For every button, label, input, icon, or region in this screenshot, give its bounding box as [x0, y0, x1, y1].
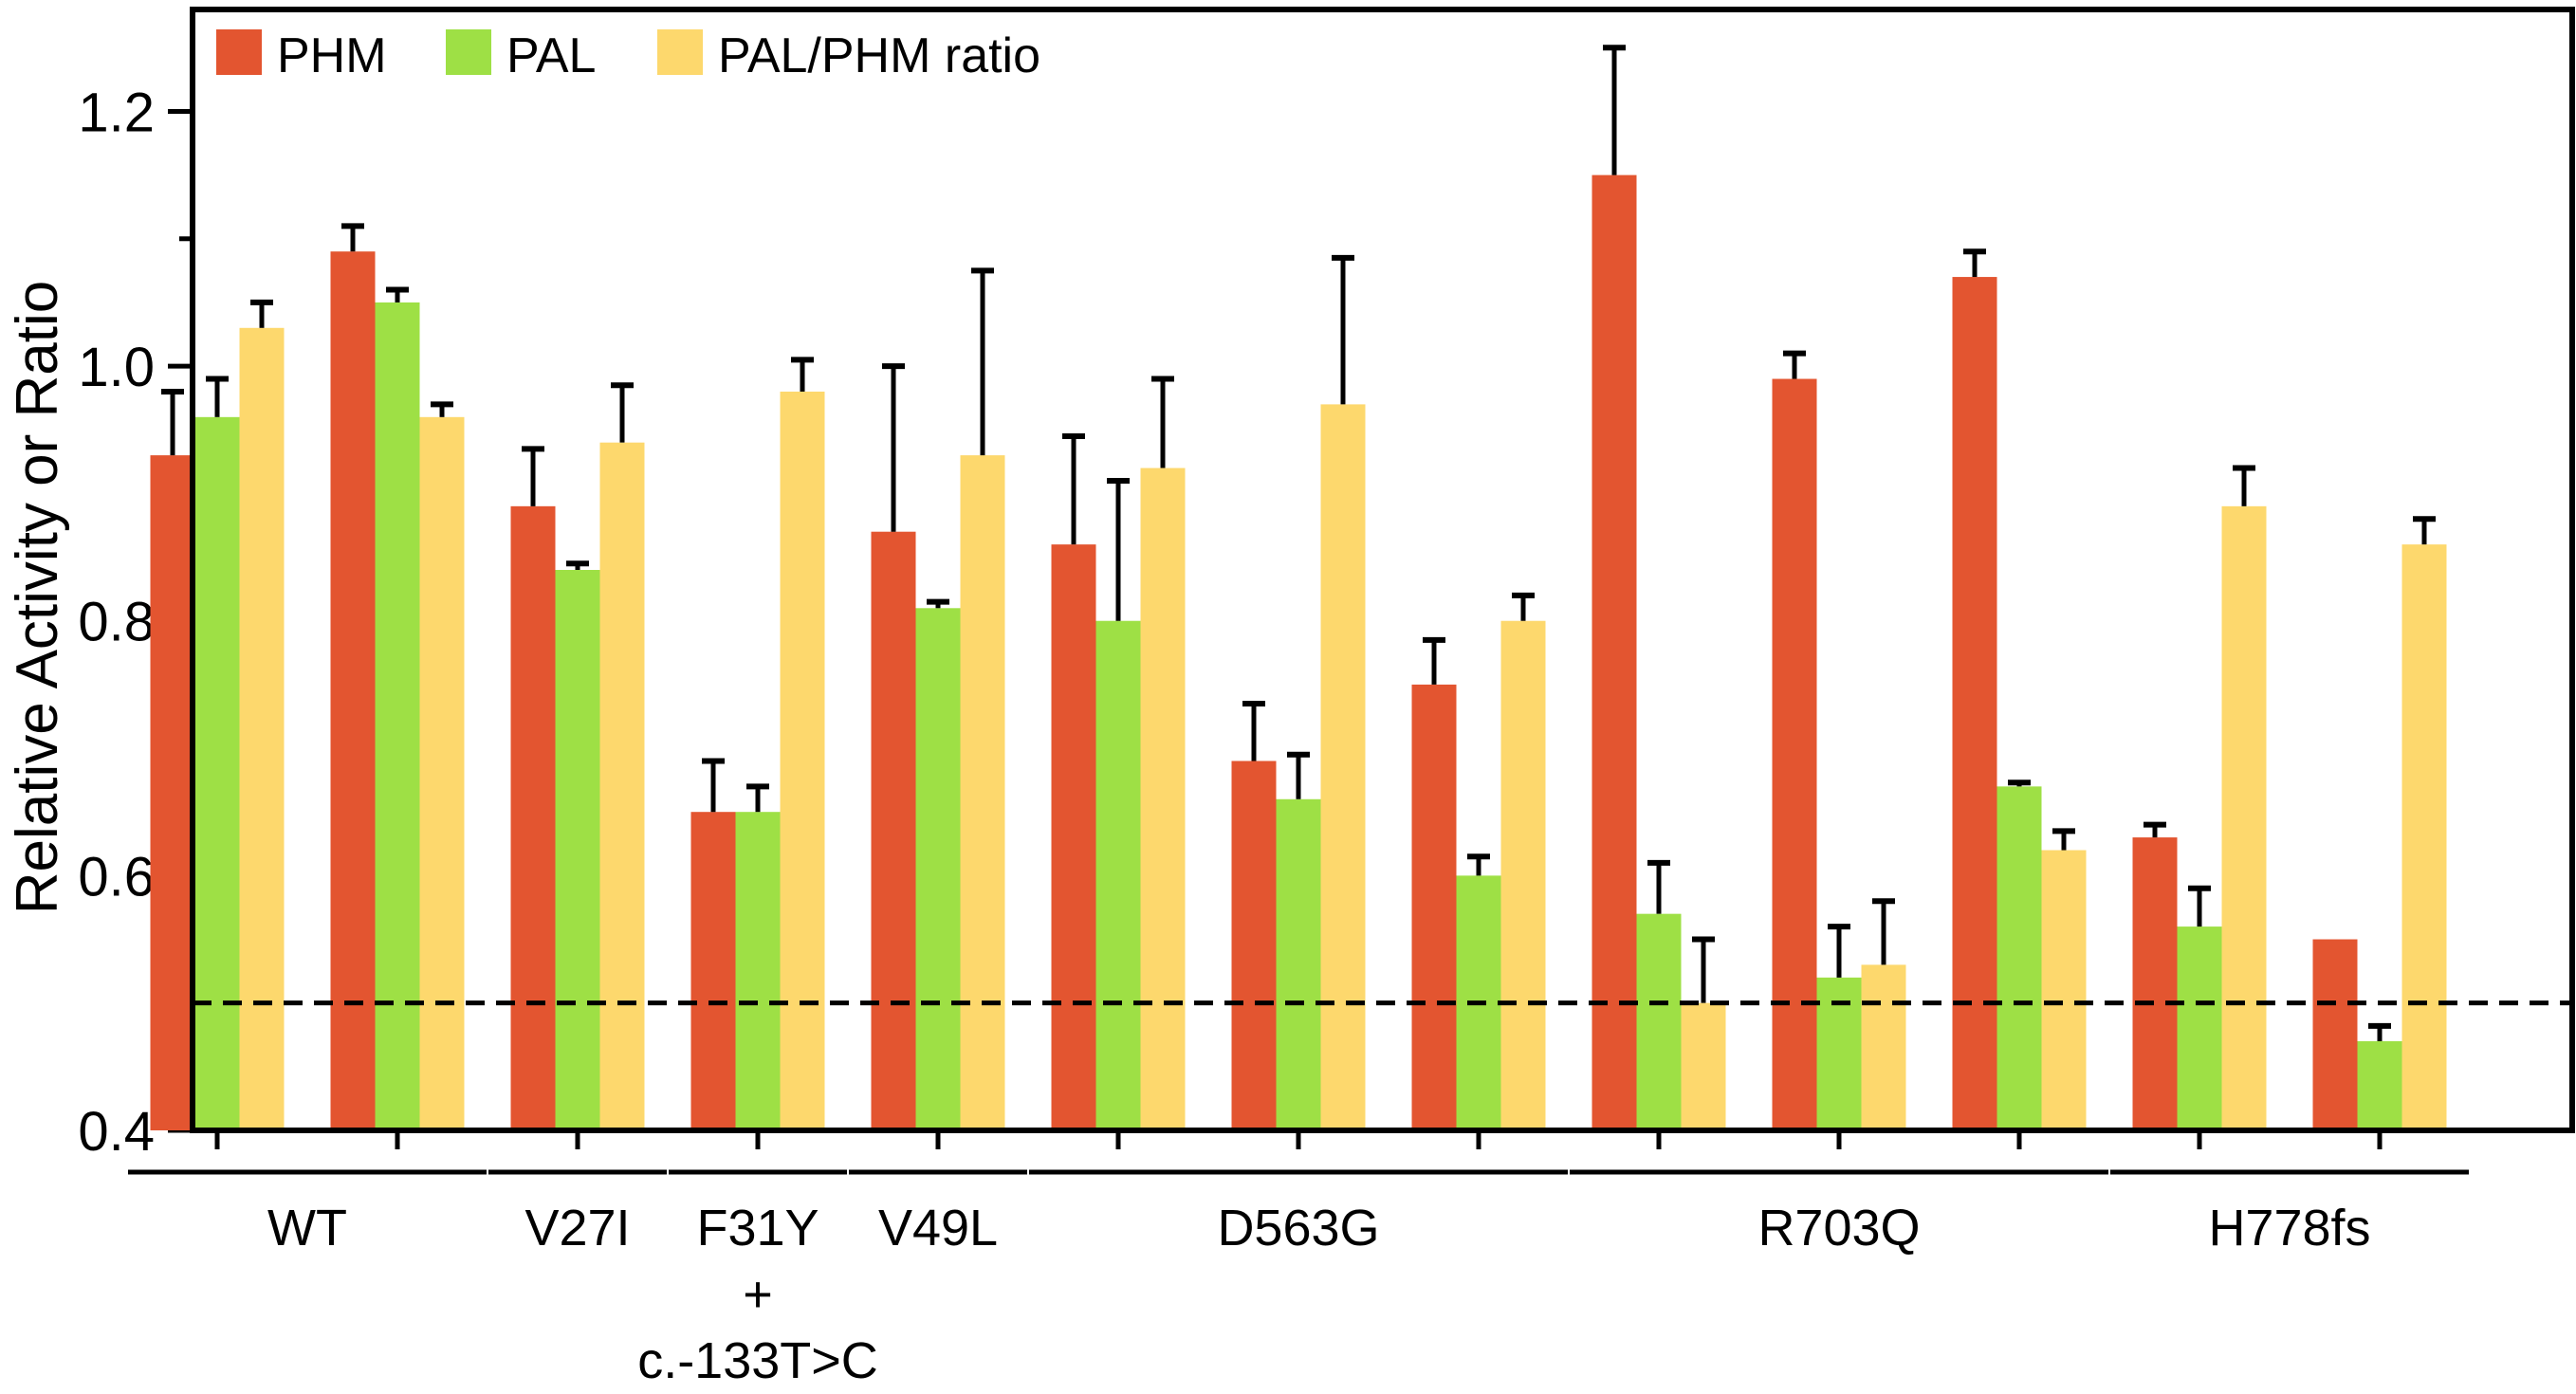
bar-phm: [1592, 174, 1637, 1130]
bar-phm: [1231, 761, 1277, 1130]
bar-pal-phm-ratio: [419, 416, 465, 1130]
bar-pal: [2177, 926, 2222, 1130]
group-label: +: [743, 1266, 773, 1323]
bar-pal: [194, 416, 240, 1130]
bar-phm: [510, 505, 556, 1130]
plot-frame: [190, 7, 2575, 1133]
y-tick-label: 0.8: [78, 592, 155, 653]
y-tick-label: 1.2: [78, 82, 155, 143]
legend-label: PHM: [277, 28, 387, 83]
bar-phm: [330, 251, 376, 1130]
legend: PHM PAL PAL/PHM ratio: [216, 28, 1040, 83]
bar-pal-phm-ratio: [780, 391, 825, 1130]
y-axis-label: Relative Activity or Ratio: [5, 281, 70, 914]
bar-pal: [1996, 786, 2042, 1130]
y-tick-label: 1.0: [78, 337, 155, 398]
bar-pal: [735, 812, 781, 1130]
group-label: H778fs: [2208, 1200, 2370, 1256]
legend-label: PAL/PHM ratio: [718, 28, 1040, 83]
legend-swatch: [657, 29, 703, 75]
bar-phm: [2132, 837, 2178, 1130]
bar-pal-phm-ratio: [1681, 1002, 1726, 1130]
bar-phm: [1952, 277, 1997, 1130]
bar-pal: [1636, 913, 1682, 1130]
bar-pal: [555, 570, 600, 1130]
bar-pal: [375, 302, 420, 1130]
bar-pal-phm-ratio: [960, 455, 1005, 1130]
bar-pal-phm-ratio: [1500, 620, 1546, 1130]
bar-phm: [690, 812, 736, 1130]
y-tick-label: 0.6: [78, 846, 155, 908]
bar-phm: [871, 531, 916, 1130]
bar-pal-phm-ratio: [1320, 404, 1366, 1130]
bar-pal-phm-ratio: [2221, 505, 2267, 1130]
group-label: c.-133T>C: [637, 1332, 878, 1389]
group-label: V49L: [878, 1200, 998, 1256]
bar-phm: [150, 455, 195, 1130]
group-label: F31Y: [696, 1200, 819, 1256]
group-label: V27I: [524, 1200, 630, 1256]
bar-pal: [915, 608, 961, 1130]
y-tick-label: 0.4: [78, 1101, 155, 1163]
bar-pal-phm-ratio: [2041, 850, 2087, 1130]
bar-pal-phm-ratio: [2401, 544, 2447, 1130]
bars: [150, 174, 2447, 1131]
bar-pal: [1095, 620, 1141, 1130]
group-labels: WT V27I F31Y + c.-133T>C V49L D563G R703Q H778fs: [128, 1169, 2469, 1389]
bar-pal: [2357, 1040, 2402, 1130]
bar-phm: [1772, 378, 1817, 1131]
error-bars: [161, 45, 2436, 1041]
group-label: WT: [267, 1200, 347, 1256]
bar-pal-phm-ratio: [1140, 468, 1186, 1131]
bar-pal-phm-ratio: [239, 327, 285, 1131]
bar-phm: [1411, 684, 1457, 1130]
bar-phm: [2312, 939, 2358, 1130]
bar-pal-phm-ratio: [599, 442, 645, 1130]
x-axis-ticks: [214, 1130, 2383, 1149]
bar-pal-phm-ratio: [1861, 964, 1906, 1130]
legend-swatch: [216, 29, 262, 75]
group-label: D563G: [1217, 1200, 1379, 1256]
bar-pal: [1816, 977, 1862, 1130]
legend-label: PAL: [506, 28, 596, 83]
bar-phm: [1051, 544, 1096, 1130]
bar-pal: [1276, 798, 1321, 1130]
legend-swatch: [446, 29, 491, 75]
group-label: R703Q: [1757, 1200, 1920, 1256]
y-axis-ticks: 0.4 0.6 0.8 1.0 1.2: [78, 82, 193, 1163]
